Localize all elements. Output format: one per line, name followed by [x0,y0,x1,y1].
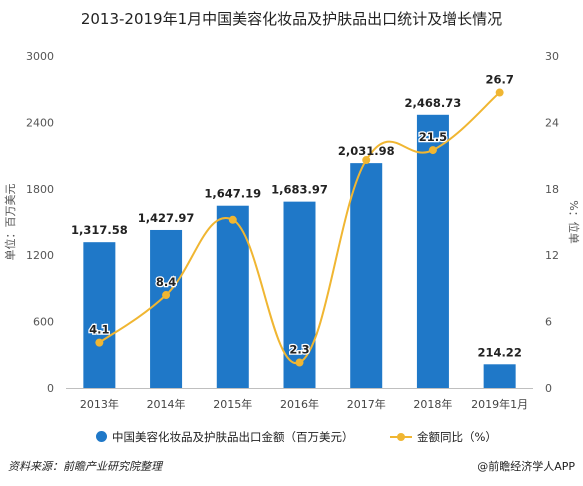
bar [350,163,383,388]
legend-line-label: 金额同比（%） [417,430,497,444]
y-tick-label: 1200 [26,249,54,262]
line-value-label: 8.4 [156,275,176,289]
x-tick-label: 2013年 [80,397,119,411]
bar [283,201,316,388]
line-point [362,156,371,165]
bar-value-label: 2,468.73 [405,96,462,110]
y2-tick-label: 30 [545,50,559,63]
legend-bar-label: 中国美容化妆品及护肤品出口金额（百万美元） [112,430,354,444]
bar-value-label: 1,427.97 [138,211,195,225]
y2-axis-title: %：位单 [567,200,581,243]
brand-credit: @前瞻经济学人APP [477,460,575,473]
y-axis-title: 单位：百万美元 [3,184,17,261]
bar-value-label: 2,031.98 [338,144,395,158]
legend-item-line: 金额同比（%） [390,429,497,445]
y2-tick-label: 24 [545,116,559,129]
y-tick-label: 2400 [26,116,54,129]
x-tick-label: 2014年 [147,397,186,411]
line-value-label: 4.1 [89,323,109,337]
bar [150,229,183,388]
line-point [228,215,237,224]
line-point [162,291,171,300]
bar [83,242,116,388]
x-tick-label: 2019年1月 [471,397,528,411]
y-tick-label: 1800 [26,183,54,196]
bar [483,364,516,388]
x-tick-label: 2016年 [280,397,319,411]
bar-value-label: 1,683.97 [271,183,328,197]
line-value-label: 2.3 [289,343,309,357]
x-tick-label: 2018年 [413,397,452,411]
y2-tick-label: 0 [545,382,552,395]
line-value-label: 21.5 [419,130,447,144]
bar-value-label: 214.22 [477,345,521,359]
line-point [295,358,304,367]
bar-value-label: 1,647.19 [204,187,261,201]
y-tick-label: 600 [33,316,54,329]
line-value-label: 26.7 [485,73,513,87]
y2-tick-label: 6 [545,316,552,329]
x-tick-label: 2017年 [347,397,386,411]
source-note: 资料来源：前瞻产业研究院整理 [8,460,162,473]
y2-tick-label: 18 [545,183,559,196]
bar-value-label: 1,317.58 [71,223,128,237]
line-point [95,338,104,347]
legend-item-bar: 中国美容化妆品及护肤品出口金额（百万美元） [96,429,354,445]
bar [416,114,449,388]
y-tick-label: 0 [47,382,54,395]
chart-title: 2013-2019年1月中国美容化妆品及护肤品出口统计及增长情况 [80,10,503,28]
line-point [495,88,504,97]
legend-bar-swatch [96,431,107,442]
line-point [428,146,437,155]
y2-tick-label: 12 [545,249,559,262]
y-tick-label: 3000 [26,50,54,63]
x-tick-label: 2015年 [213,397,252,411]
legend-line-swatch [390,431,412,442]
bar [216,205,249,388]
